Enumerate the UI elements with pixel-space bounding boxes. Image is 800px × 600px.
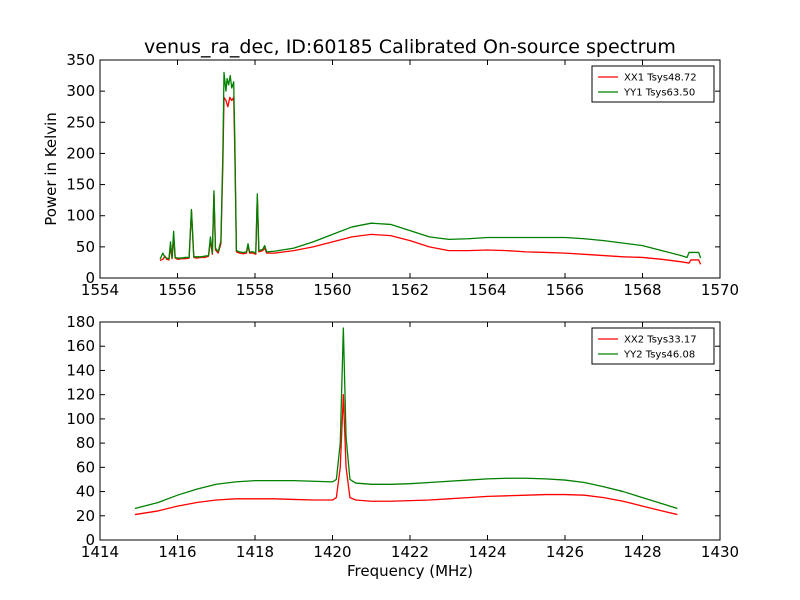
- legend: XX2 Tsys33.17 YY2 Tsys46.08: [591, 327, 715, 365]
- y-tick-label: 350: [66, 51, 95, 69]
- y-tick-label: 0: [85, 269, 95, 287]
- y-tick-label: 20: [76, 507, 95, 525]
- y-tick-label: 180: [66, 313, 95, 331]
- y-tick-label: 60: [76, 458, 95, 476]
- x-tick-label: 1554: [81, 281, 119, 299]
- y-tick-label: 40: [76, 483, 95, 501]
- y-tick-label: 100: [66, 207, 95, 225]
- y-tick-label: 120: [66, 386, 95, 404]
- legend-label-1: XX1 Tsys48.72: [624, 73, 697, 84]
- legend-label-1: XX2 Tsys33.17: [624, 335, 697, 346]
- x-tick-label: 1422: [391, 543, 429, 561]
- bottom-panel: 1414 1416 1418 1420 1422 1424 1426 1428 1430 0 20 4…: [66, 313, 739, 580]
- legend-frame: [591, 327, 715, 365]
- series-line-1: [159, 96, 702, 265]
- x-tick-label: 1560: [313, 281, 351, 299]
- x-tick-label: 1556: [158, 281, 196, 299]
- x-tick-label: 1414: [81, 543, 119, 561]
- x-axis-label: Frequency (MHz): [347, 562, 473, 580]
- y-tick-label: 0: [85, 531, 95, 549]
- legend-label-2: YY2 Tsys46.08: [623, 350, 695, 361]
- x-tick-label: 1568: [623, 281, 661, 299]
- x-tick-label: 1564: [468, 281, 506, 299]
- series-line-2: [159, 71, 702, 260]
- legend-label-2: YY1 Tsys63.50: [623, 88, 695, 99]
- x-tick-label: 1424: [468, 543, 506, 561]
- chart-title: venus_ra_dec, ID:60185 Calibrated On-sou…: [144, 36, 676, 58]
- y-tick-label: 160: [66, 337, 95, 355]
- series-line-2: [134, 327, 678, 510]
- series-line-1: [134, 394, 678, 516]
- legend-frame: [591, 65, 715, 103]
- y-tick-label: 200: [66, 144, 95, 162]
- y-tick-label: 300: [66, 82, 95, 100]
- y-tick-label: 250: [66, 113, 95, 131]
- x-tick-label: 1428: [623, 543, 661, 561]
- top-panel: 1554 1556 1558 1560 1562 1564 1566 1568 1570 0 50 1…: [42, 51, 739, 299]
- x-tick-label: 1562: [391, 281, 429, 299]
- x-tick-label: 1418: [236, 543, 274, 561]
- y-tick-label: 100: [66, 410, 95, 428]
- y-tick-label: 80: [76, 434, 95, 452]
- legend: XX1 Tsys48.72 YY1 Tsys63.50: [591, 65, 715, 103]
- x-tick-label: 1558: [236, 281, 274, 299]
- y-tick-label: 150: [66, 176, 95, 194]
- x-tick-label: 1420: [313, 543, 351, 561]
- x-tick-label: 1570: [701, 281, 739, 299]
- y-tick-label: 140: [66, 361, 95, 379]
- y-tick-label: 50: [76, 238, 95, 256]
- x-tick-label: 1426: [546, 543, 584, 561]
- x-tick-label: 1566: [546, 281, 584, 299]
- x-tick-label: 1430: [701, 543, 739, 561]
- x-tick-label: 1416: [158, 543, 196, 561]
- y-axis-label: Power in Kelvin: [42, 112, 60, 226]
